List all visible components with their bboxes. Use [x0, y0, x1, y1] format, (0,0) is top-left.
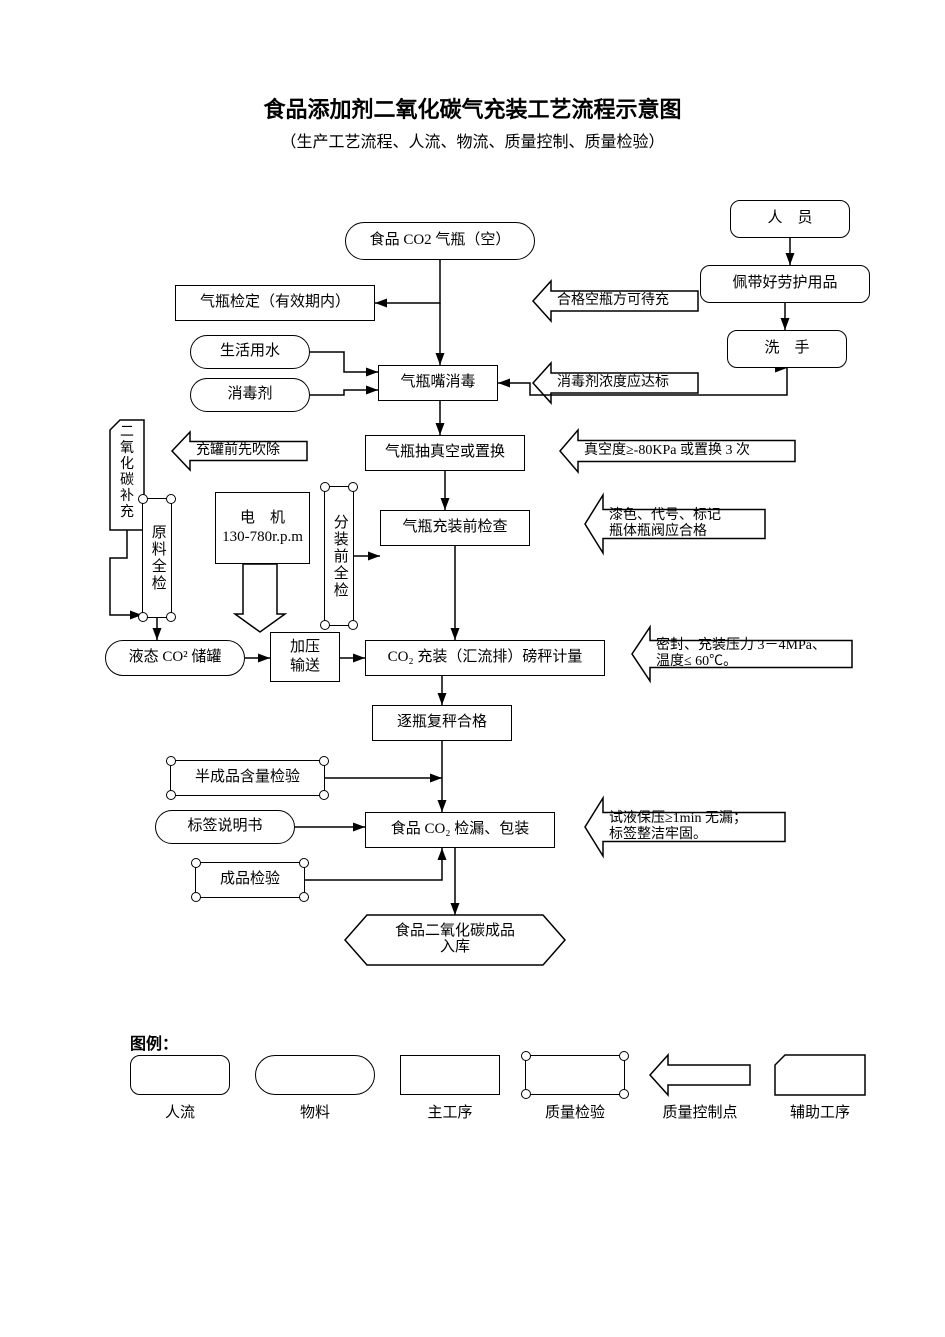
svg-text:试液保压≥1min 无漏；标签整洁牢固。: 试液保压≥1min 无漏；标签整洁牢固。 — [609, 810, 747, 842]
legend-label: 质量检验 — [525, 1101, 625, 1122]
node-n_verify: 气瓶检定（有效期内） — [175, 285, 375, 321]
svg-text:真空度≥-80KPa 或置换 3 次: 真空度≥-80KPa 或置换 3 次 — [584, 441, 750, 458]
legend-shape-round — [130, 1055, 230, 1095]
node-n_motor: 电 机130-780r.p.m — [215, 492, 310, 564]
node-n_pump: 加压输送 — [270, 632, 340, 682]
svg-text:漆色、代号、标记瓶体瓶阀应合格: 漆色、代号、标记瓶体瓶阀应合格 — [609, 506, 721, 539]
node-n_ppe: 佩带好劳护用品 — [700, 265, 870, 303]
node-n_nozzle: 气瓶嘴消毒 — [378, 365, 498, 401]
svg-text:合格空瓶方可待充: 合格空瓶方可待充 — [557, 292, 669, 308]
node-n_inspect: 气瓶充装前检查 — [380, 510, 530, 546]
svg-text:密封、充装压力 3－4MPa、温度≤ 60℃。: 密封、充装压力 3－4MPa、温度≤ 60℃。 — [656, 636, 826, 669]
legend-shape-ticket — [525, 1055, 625, 1095]
legend-title: 图例： — [130, 1030, 178, 1054]
legend-label: 人流 — [130, 1101, 230, 1122]
node-n_tank: 液态 CO² 储罐 — [105, 640, 245, 676]
legend-label: 质量控制点 — [650, 1101, 750, 1122]
svg-text:食品二氧化碳成品入库: 食品二氧化碳成品入库 — [395, 922, 515, 955]
svg-text:消毒剂浓度应达标: 消毒剂浓度应达标 — [557, 373, 669, 390]
node-n_prechk: 分装前全检 — [324, 486, 354, 626]
node-n_label: 标签说明书 — [155, 810, 295, 844]
legend-shape-oval — [255, 1055, 375, 1095]
node-n_vacuum: 气瓶抽真空或置换 — [365, 435, 525, 471]
svg-text:二氧化碳补充: 二氧化碳补充 — [120, 425, 134, 520]
node-n_finchk: 成品检验 — [195, 862, 305, 898]
legend-label: 物料 — [255, 1101, 375, 1122]
legend-label: 辅助工序 — [775, 1101, 865, 1122]
node-n_semichk: 半成品含量检验 — [170, 760, 325, 796]
node-n_disinf: 消毒剂 — [190, 378, 310, 412]
node-n_water: 生活用水 — [190, 335, 310, 369]
node-n_fill: CO₂ 充装（汇流排）磅秤计量 — [365, 640, 605, 676]
node-n_empty: 食品 CO2 气瓶（空） — [345, 222, 535, 260]
legend-label: 主工序 — [400, 1101, 500, 1122]
node-n_reweigh: 逐瓶复秤合格 — [372, 705, 512, 741]
legend-shape-rect — [400, 1055, 500, 1095]
node-n_personnel: 人 员 — [730, 200, 850, 238]
node-n_wash: 洗 手 — [727, 330, 847, 368]
node-n_leak: 食品 CO₂ 检漏、包装 — [365, 812, 555, 848]
diagram-title: 食品添加剂二氧化碳气充装工艺流程示意图 — [0, 92, 945, 124]
node-n_rawchk: 原料全检 — [142, 498, 172, 618]
svg-text:充罐前先吹除: 充罐前先吹除 — [196, 441, 280, 458]
diagram-subtitle: （生产工艺流程、人流、物流、质量控制、质量检验） — [0, 128, 945, 152]
